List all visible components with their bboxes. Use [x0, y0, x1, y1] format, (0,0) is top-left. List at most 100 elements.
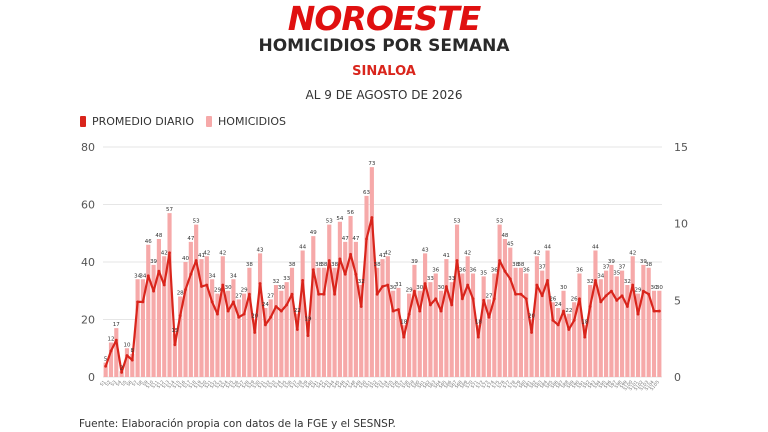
- bar-value-label: 53: [193, 219, 200, 225]
- y-left-tick-label: 0: [88, 371, 95, 384]
- bar-value-label: 42: [464, 250, 471, 256]
- bar: [359, 285, 364, 377]
- x-tick-label: S38: [294, 379, 304, 390]
- line-point: [524, 297, 528, 301]
- bar-value-label: 44: [544, 245, 551, 251]
- bar: [423, 253, 428, 377]
- line-point: [397, 308, 400, 311]
- x-tick-label: S7: [131, 379, 139, 387]
- line-point: [157, 269, 161, 273]
- bar: [428, 282, 433, 377]
- x-tick-label: S78: [507, 379, 517, 390]
- bar-value-label: 24: [555, 302, 562, 308]
- bar: [497, 224, 502, 377]
- bar-value-label: 30: [278, 285, 285, 291]
- bar-value-label: 32: [358, 279, 365, 285]
- line-point: [109, 349, 113, 353]
- bar-value-label: 41: [379, 253, 386, 259]
- bar: [188, 241, 193, 377]
- bar: [316, 267, 321, 377]
- bar-value-label: 47: [342, 236, 349, 242]
- x-tick-label: S59: [406, 379, 416, 390]
- line-point: [168, 251, 171, 255]
- bar-value-label: 42: [219, 250, 226, 256]
- x-tick-label: S95: [598, 379, 608, 390]
- bar: [454, 224, 460, 377]
- bar-value-label: 33: [427, 276, 434, 282]
- x-tick-label: S16: [177, 379, 187, 390]
- x-tick-label: S40: [305, 379, 315, 390]
- line-point: [285, 303, 289, 307]
- bar: [614, 276, 619, 377]
- x-tick-label: S21: [204, 379, 214, 390]
- bar: [327, 224, 332, 377]
- bar: [540, 270, 545, 377]
- x-tick-label: S99: [619, 379, 629, 390]
- line-point: [498, 259, 502, 262]
- line-point: [136, 300, 140, 304]
- y-left-tick-label: 20: [81, 314, 95, 327]
- bar: [465, 256, 470, 377]
- bar-value-label: 39: [150, 259, 157, 265]
- x-tick-label: S61: [417, 379, 427, 390]
- x-tick-label: S48: [347, 379, 357, 390]
- line-point: [237, 315, 241, 319]
- bar-value-label: 38: [331, 262, 338, 268]
- bar-value-label: 44: [299, 245, 306, 251]
- line-point: [141, 300, 145, 304]
- bar: [545, 250, 550, 377]
- bar-value-label: 15: [171, 328, 178, 334]
- y-left-tick-label: 40: [81, 256, 95, 269]
- bar-value-label: 2: [120, 365, 124, 371]
- bar: [391, 290, 396, 377]
- line-point: [263, 323, 267, 327]
- line-point: [317, 292, 321, 296]
- bar-value-label: 35: [480, 270, 487, 276]
- bar: [657, 290, 662, 377]
- line-point: [460, 297, 464, 301]
- line-point: [620, 294, 624, 298]
- bar: [263, 308, 268, 377]
- line-point: [546, 279, 549, 282]
- bar-value-label: 36: [459, 268, 466, 274]
- line-point: [248, 292, 251, 296]
- line-point: [471, 297, 475, 301]
- bar: [162, 256, 167, 377]
- bar: [337, 221, 342, 377]
- line-point: [652, 309, 656, 313]
- bar: [433, 273, 438, 377]
- x-tick-label: S90: [571, 379, 581, 390]
- bar-value-label: 22: [294, 308, 301, 314]
- line-point: [120, 371, 124, 374]
- bar-value-label: 46: [145, 239, 152, 245]
- line-point: [226, 309, 230, 313]
- line-point: [184, 288, 187, 291]
- bar-value-label: 12: [107, 337, 114, 343]
- x-tick-label: S9: [142, 379, 150, 387]
- bar-value-label: 49: [310, 230, 317, 236]
- line-point: [365, 237, 368, 241]
- bar-value-label: 20: [528, 314, 535, 320]
- bar-value-label: 29: [406, 288, 413, 294]
- bar: [651, 290, 657, 377]
- x-tick-label: S62: [422, 379, 432, 390]
- bar: [609, 264, 614, 377]
- x-tick-label: S22: [209, 379, 219, 390]
- bar-value-label: 42: [533, 250, 540, 256]
- bar: [103, 362, 108, 377]
- x-tick-label: S66: [443, 379, 453, 390]
- line-point: [466, 283, 470, 287]
- bar: [449, 282, 454, 377]
- line-point: [503, 269, 507, 273]
- line-point: [205, 283, 209, 287]
- line-point: [210, 300, 214, 304]
- x-tick-label: S88: [560, 379, 570, 390]
- line-point: [173, 343, 177, 347]
- x-tick-label: S74: [486, 379, 496, 390]
- bar: [550, 302, 555, 377]
- x-tick-label: S50: [358, 379, 368, 390]
- bar-value-label: 32: [624, 279, 631, 285]
- bar-value-label: 34: [209, 273, 216, 279]
- x-tick-label: S89: [566, 379, 576, 390]
